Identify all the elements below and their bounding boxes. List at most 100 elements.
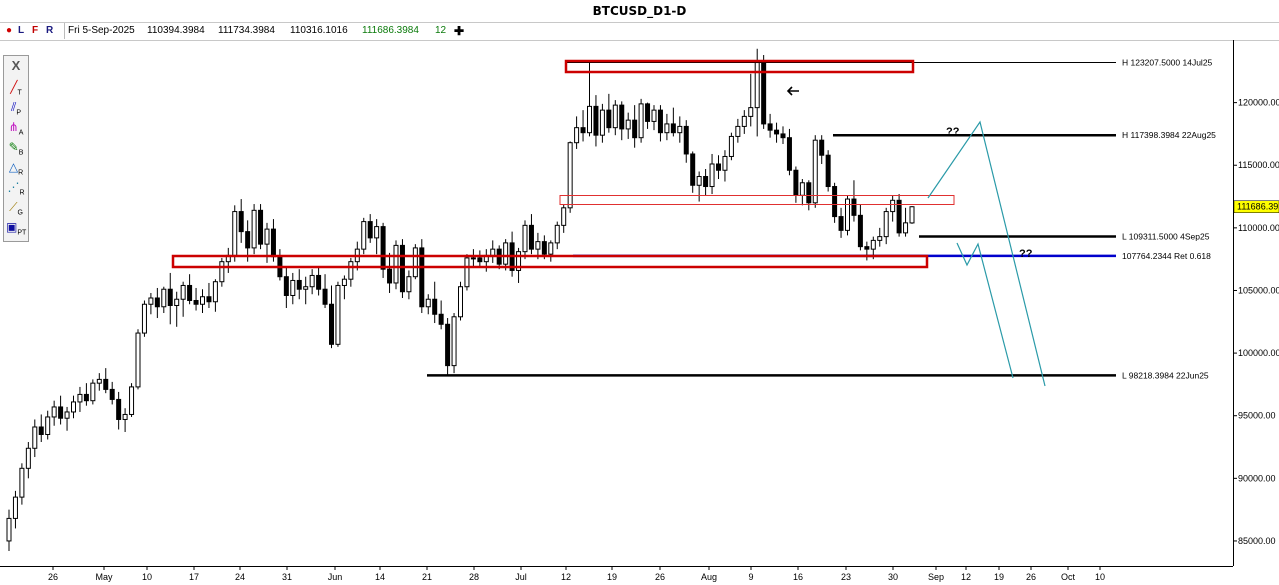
candle-bear (322, 288, 328, 305)
level-label: 107764.2344 Ret 0.618 (1122, 251, 1211, 261)
candle-bull (412, 247, 418, 278)
candle-bull (554, 224, 560, 244)
candle-bear (83, 393, 89, 402)
candle-bull (335, 284, 341, 345)
candle-bull (503, 242, 509, 265)
trendline-icon[interactable]: ╱T (10, 80, 22, 97)
flag-r[interactable]: R (46, 25, 54, 36)
candle-bull (728, 135, 734, 157)
flag-l[interactable]: L (18, 25, 25, 36)
candle-bear (238, 211, 244, 233)
candle-bear (857, 214, 863, 248)
candle-bear (283, 276, 289, 296)
candle-bull (90, 382, 96, 402)
candle-bear (851, 198, 857, 216)
projection-path-upper (927, 120, 1046, 387)
candle-bear (167, 288, 173, 307)
candle-bull (625, 119, 631, 130)
gann-icon[interactable]: ⟋G (9, 200, 23, 217)
annotation-question-lower: ?? (1019, 248, 1033, 260)
toolbar-close-icon[interactable]: X (11, 58, 21, 73)
candle-bear (387, 268, 393, 284)
open-value: 110394.3984 (147, 25, 205, 36)
x-tick-label: 30 (888, 572, 898, 582)
candle-bull (96, 378, 102, 384)
candle-bull (174, 298, 180, 307)
candle-bull (638, 103, 644, 139)
pattern-tool-icon[interactable]: ▣PT (6, 220, 27, 237)
bar-count: 12 (435, 25, 447, 36)
candle-bear (58, 406, 64, 419)
candle-bear (187, 284, 193, 301)
candle-bear (838, 216, 844, 231)
candle-bear (793, 169, 799, 196)
x-tick-label: 12 (561, 572, 571, 582)
candle-bull (141, 303, 147, 334)
candle-bull (180, 284, 186, 300)
x-tick-label: 26 (48, 572, 58, 582)
tool-sub-label: R (18, 169, 24, 177)
bar-date: Fri 5-Sep-2025 (64, 23, 135, 39)
candle-bull (361, 221, 367, 250)
y-tick-label: 95000.00 (1238, 411, 1276, 421)
y-tick-label: 120000.00 (1238, 98, 1279, 108)
x-tick-label: 21 (422, 572, 432, 582)
level-label: H 117398.3984 22Aug25 (1122, 130, 1216, 140)
candle-bear (774, 129, 780, 135)
candle-bull (290, 279, 296, 296)
candle-bear (399, 244, 405, 293)
candle-bear (103, 378, 109, 390)
candle-bear (541, 241, 547, 255)
candle-bull (735, 125, 741, 137)
fibonacci-fan-icon[interactable]: ⋰R (7, 180, 25, 197)
candle-bull (754, 62, 760, 109)
x-tick-label: 26 (655, 572, 665, 582)
pitchfork-icon[interactable]: ⋔A (8, 120, 24, 137)
x-tick-label: 10 (1095, 572, 1105, 582)
candle-bear (716, 163, 721, 171)
candle-bull (161, 288, 167, 308)
candle-bear (206, 296, 212, 303)
candle-bull (464, 257, 470, 288)
flag-f[interactable]: F (32, 25, 39, 36)
arrow-left-icon (786, 86, 799, 96)
candle-bear (432, 298, 438, 315)
candle-bull (219, 261, 225, 283)
status-dot-icon: ● (6, 25, 13, 36)
candle-bear (154, 297, 160, 308)
candle-bear (116, 398, 122, 420)
x-tick-label: 9 (748, 572, 753, 582)
brush-icon[interactable]: ✎B (8, 140, 24, 157)
candle-bear (367, 221, 373, 239)
plus-icon[interactable]: ✚ (454, 24, 465, 38)
candle-bear (296, 279, 302, 290)
candle-bull (909, 206, 915, 224)
candle-bull (470, 257, 476, 260)
fibonacci-retracement-icon[interactable]: △R (8, 160, 24, 177)
support-zone-box (171, 254, 929, 269)
level-label: L 98218.3984 22Jun25 (1122, 370, 1209, 380)
candle-bull (748, 107, 754, 117)
x-tick-label: Jul (515, 572, 527, 582)
candle-bear (438, 313, 444, 325)
candle-bull (587, 105, 592, 134)
candle-bear (445, 323, 451, 367)
candle-bull (77, 393, 83, 403)
candle-bull (129, 386, 135, 415)
parallel-channel-icon[interactable]: ⫽P (10, 100, 22, 117)
x-tick-label: 10 (142, 572, 152, 582)
candle-bear (670, 123, 676, 134)
candle-bull (200, 296, 205, 305)
x-tick-label: 28 (469, 572, 479, 582)
candle-bull (12, 496, 18, 519)
x-tick-label: Sep (928, 572, 944, 582)
candle-bull (122, 413, 128, 420)
y-tick-label: 105000.00 (1238, 285, 1279, 295)
x-tick-label: Oct (1061, 572, 1076, 582)
candle-bear (645, 103, 651, 122)
candle-bull (883, 211, 889, 238)
candle-bear (419, 247, 425, 308)
candle-bull (599, 109, 605, 136)
candle-bull (612, 104, 618, 129)
